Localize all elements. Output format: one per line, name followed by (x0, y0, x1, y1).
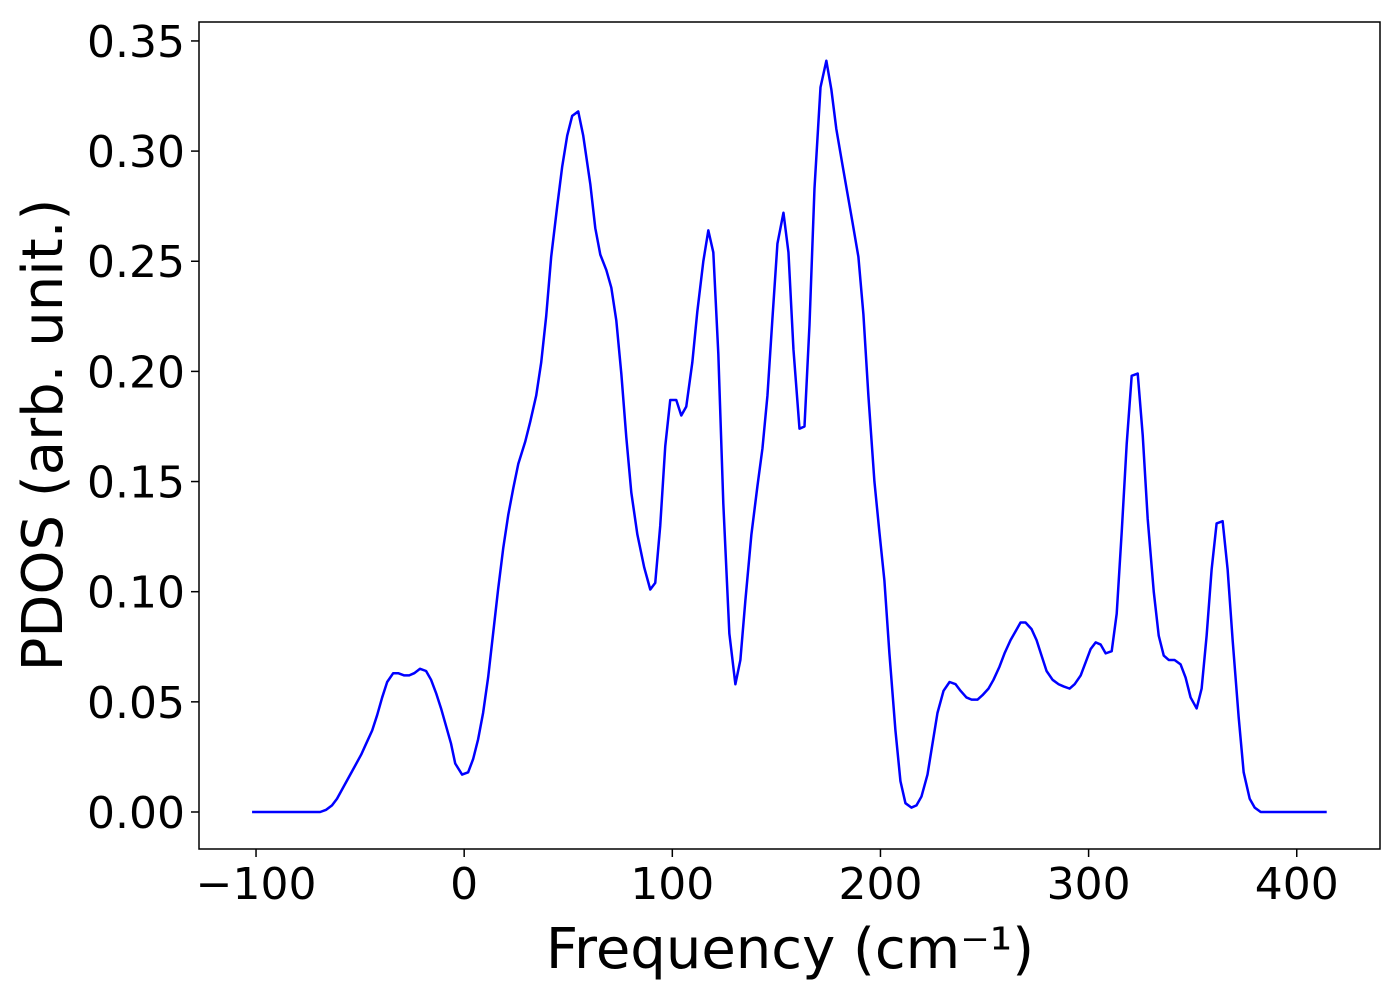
y-tick-label: 0.00 (87, 788, 185, 839)
data-line (252, 59, 1327, 814)
x-tick-label: 0 (450, 859, 478, 910)
x-tick-label: 400 (1255, 859, 1339, 910)
plot-frame (198, 21, 1381, 850)
y-axis-label: PDOS (arb. unit.) (11, 199, 76, 672)
x-tick-label: 300 (1047, 859, 1131, 910)
y-tick-label: 0.20 (87, 347, 185, 398)
y-tick-label: 0.30 (87, 127, 185, 178)
y-tick-label: 0.35 (87, 17, 185, 68)
y-tick-label: 0.15 (87, 458, 185, 509)
y-tick-label: 0.05 (87, 678, 185, 729)
x-tick-label: 100 (630, 859, 714, 910)
y-tick-label: 0.25 (87, 237, 185, 288)
y-tick-label: 0.10 (87, 568, 185, 619)
x-axis-label: Frequency (cm⁻¹) (546, 917, 1034, 982)
x-tick-label: 200 (838, 859, 922, 910)
x-tick-label: −100 (196, 859, 317, 910)
